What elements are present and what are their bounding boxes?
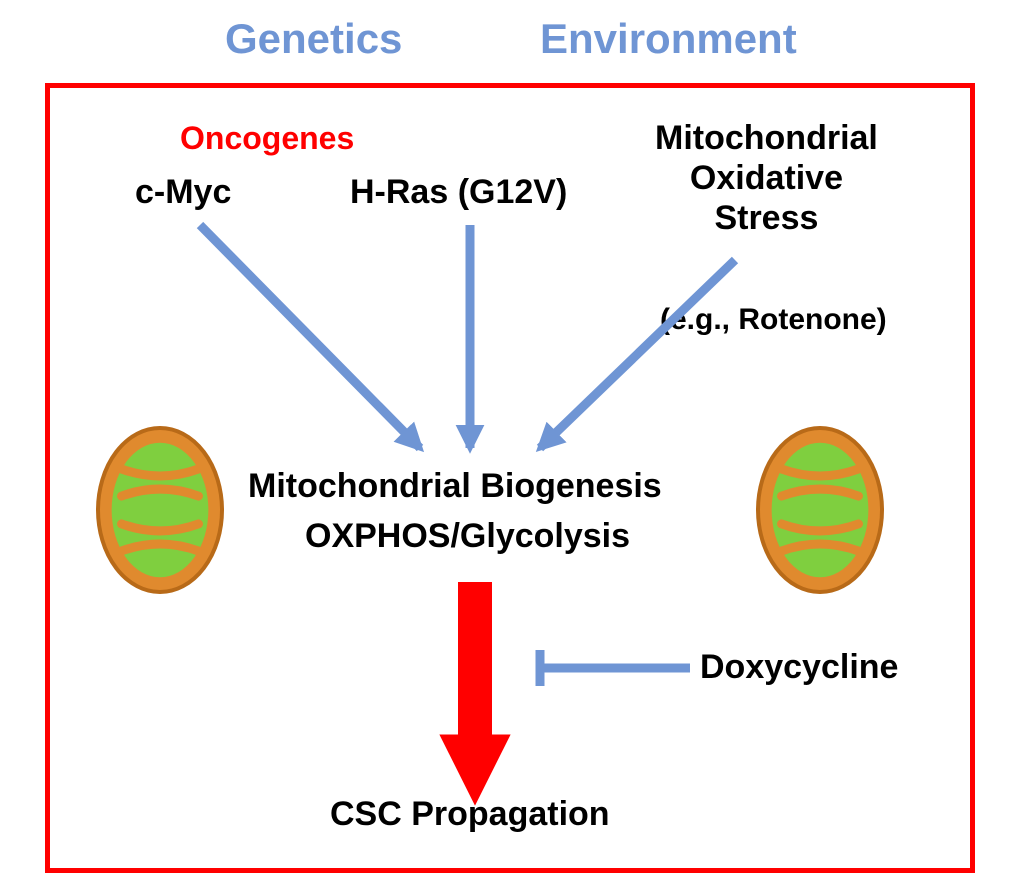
node-hras: H-Ras (G12V)	[350, 173, 567, 212]
node-csc: CSC Propagation	[330, 795, 610, 834]
label-oncogenes: Oncogenes	[180, 120, 354, 157]
label-genetics: Genetics	[225, 15, 402, 63]
diagram-root: Genetics Environment Oncogenes c-Myc H-R…	[0, 0, 1020, 887]
label-rotenone: (e.g., Rotenone)	[660, 303, 887, 337]
node-oxphos: OXPHOS/Glycolysis	[305, 517, 630, 556]
node-doxycycline: Doxycycline	[700, 648, 898, 687]
node-cmyc: c-Myc	[135, 173, 231, 212]
label-environment: Environment	[540, 15, 797, 63]
node-biogenesis: Mitochondrial Biogenesis	[248, 467, 662, 506]
node-mito-stress: Mitochondrial Oxidative Stress	[655, 118, 878, 238]
